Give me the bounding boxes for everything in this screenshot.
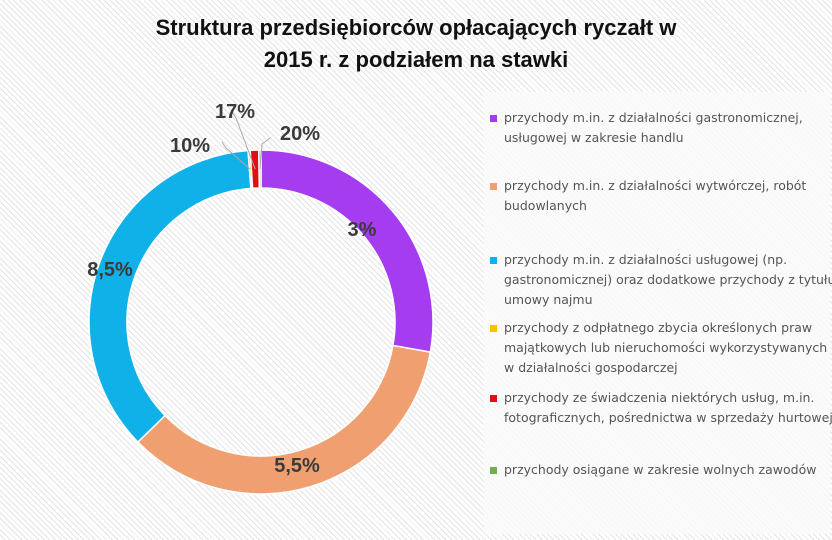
legend-label: przychody z odpłatnego zbycia określonyc…	[504, 320, 828, 375]
donut-slice-2	[88, 149, 252, 444]
title-line-2: 2015 r. z podziałem na stawki	[263, 47, 569, 72]
title-line-1: Struktura przedsiębiorców opłacających r…	[155, 15, 677, 40]
legend: przychody m.in. z działalności gastronom…	[484, 92, 832, 534]
legend-item: przychody m.in. z działalności wytwórcze…	[490, 176, 832, 216]
data-label-4: 17%	[215, 101, 255, 123]
leader-line-3	[221, 141, 251, 170]
legend-swatch	[490, 257, 497, 264]
legend-item: przychody osiągane w zakresie wolnych za…	[490, 460, 832, 480]
legend-item: przychody m.in. z działalności gastronom…	[490, 108, 832, 148]
leader-line-4	[231, 111, 256, 170]
legend-item: przychody z odpłatnego zbycia określonyc…	[490, 318, 832, 378]
legend-swatch	[490, 183, 497, 190]
legend-swatch	[490, 325, 497, 332]
legend-label: przychody ze świadczenia niektórych usłu…	[504, 390, 832, 425]
legend-label: przychody osiągane w zakresie wolnych za…	[504, 462, 817, 477]
legend-item: przychody m.in. z działalności usługowej…	[490, 250, 832, 310]
legend-label: przychody m.in. z działalności usługowej…	[504, 252, 832, 307]
legend-label: przychody m.in. z działalności gastronom…	[504, 110, 803, 145]
data-label-5: 20%	[280, 123, 320, 145]
legend-label: przychody m.in. z działalności wytwórcze…	[504, 178, 807, 213]
legend-item: przychody ze świadczenia niektórych usłu…	[490, 388, 832, 428]
donut-chart: 3% 5,5% 8,5% 10%17% 20%	[87, 101, 434, 495]
data-label-1: 5,5%	[274, 455, 320, 477]
leader-line-5	[259, 137, 271, 170]
chart-title: Struktura przedsiębiorców opłacających r…	[0, 12, 832, 76]
legend-swatch	[490, 115, 497, 122]
data-label-2: 8,5%	[87, 259, 133, 281]
data-label-0: 3%	[348, 219, 377, 241]
data-label-3: 10%	[170, 135, 210, 157]
legend-swatch	[490, 395, 497, 402]
donut-slice-0	[260, 149, 434, 353]
legend-swatch	[490, 467, 497, 474]
